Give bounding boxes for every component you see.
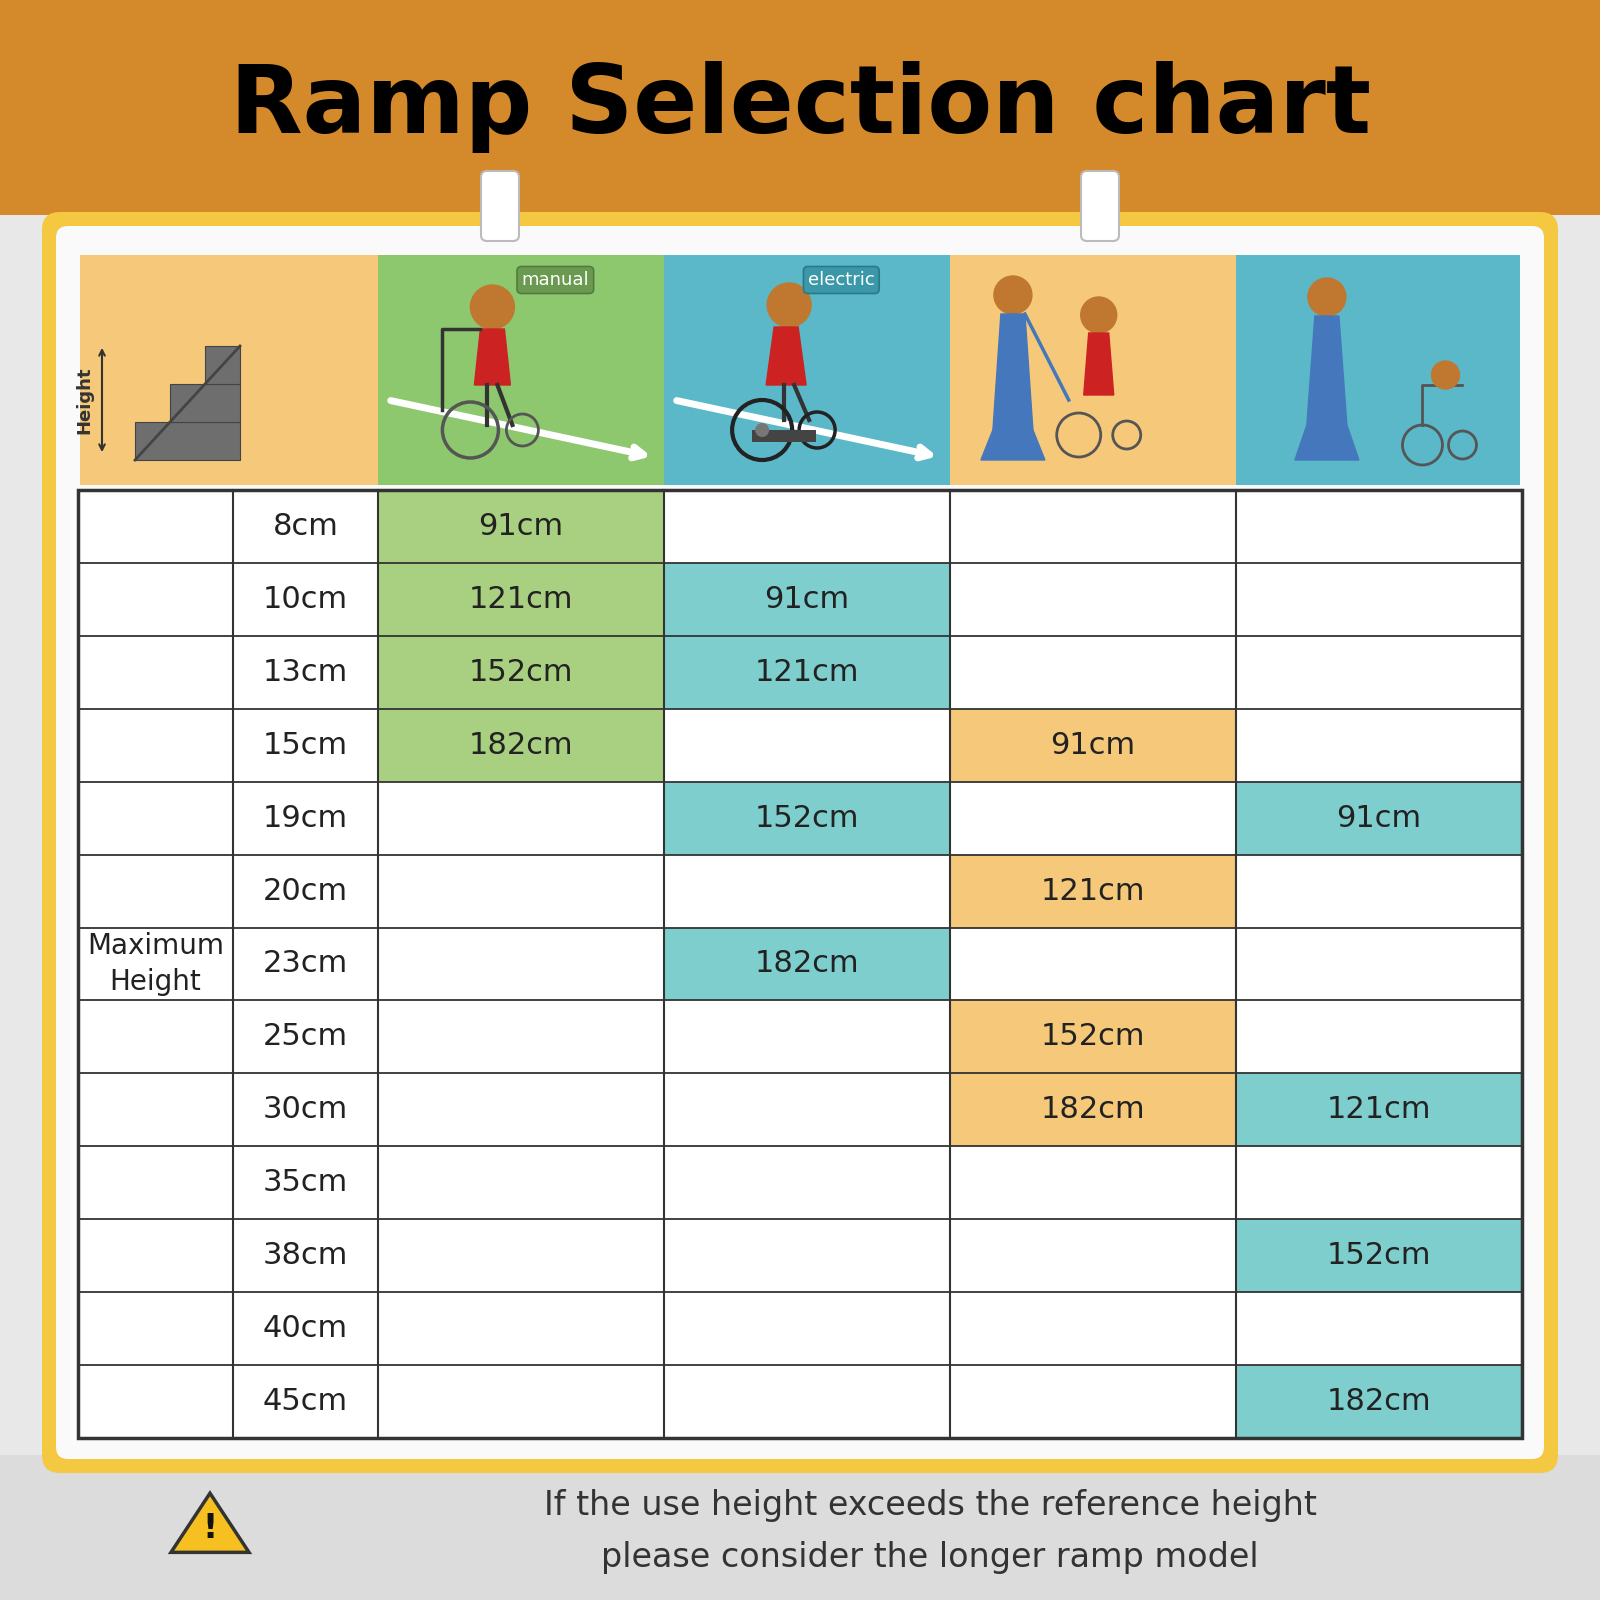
Text: 91cm: 91cm [478, 512, 563, 541]
Bar [205, 346, 240, 384]
Text: 121cm: 121cm [1040, 877, 1146, 906]
Text: 10cm: 10cm [262, 586, 349, 614]
Text: 152cm: 152cm [1326, 1242, 1432, 1270]
FancyBboxPatch shape [482, 171, 518, 242]
Polygon shape [1307, 317, 1347, 426]
Bar [950, 854, 1237, 928]
Text: 91cm: 91cm [1336, 803, 1421, 832]
Text: 182cm: 182cm [469, 731, 573, 760]
Bar [664, 563, 950, 635]
Text: If the use height exceeds the reference height: If the use height exceeds the reference … [544, 1488, 1317, 1522]
Polygon shape [994, 314, 1034, 430]
Text: Ramp Selection chart: Ramp Selection chart [229, 61, 1371, 154]
Bar [378, 254, 664, 485]
Text: manual: manual [522, 270, 589, 290]
Text: 91cm: 91cm [765, 586, 850, 614]
Bar [752, 430, 816, 442]
Polygon shape [171, 1493, 250, 1552]
Bar [664, 782, 950, 854]
Circle shape [1307, 278, 1346, 317]
Circle shape [766, 283, 811, 326]
Text: !: ! [203, 1512, 218, 1544]
Text: 121cm: 121cm [469, 586, 573, 614]
Bar [950, 1000, 1237, 1074]
Bar [950, 709, 1237, 782]
Bar [664, 928, 950, 1000]
Bar [664, 254, 950, 485]
Circle shape [1432, 362, 1459, 389]
Text: 8cm: 8cm [272, 512, 339, 541]
FancyBboxPatch shape [56, 226, 1544, 1459]
Bar [1237, 782, 1522, 854]
Polygon shape [1083, 333, 1114, 395]
Text: 13cm: 13cm [262, 658, 349, 686]
Text: 182cm: 182cm [1040, 1096, 1146, 1125]
Text: please consider the longer ramp model: please consider the longer ramp model [602, 1541, 1259, 1574]
Text: 182cm: 182cm [1326, 1387, 1432, 1416]
FancyBboxPatch shape [42, 211, 1558, 1474]
Text: 40cm: 40cm [262, 1314, 349, 1342]
Text: Height: Height [75, 366, 93, 434]
Text: 152cm: 152cm [755, 803, 859, 832]
Bar [0, 0, 1600, 214]
Text: 15cm: 15cm [262, 731, 349, 760]
Text: 20cm: 20cm [262, 877, 349, 906]
Polygon shape [1294, 426, 1358, 461]
Text: electric: electric [808, 270, 875, 290]
Polygon shape [475, 330, 510, 386]
Circle shape [755, 422, 770, 437]
Bar [170, 384, 240, 422]
Circle shape [470, 285, 515, 330]
Circle shape [994, 275, 1032, 314]
Bar [950, 254, 1237, 485]
Bar [1237, 1074, 1522, 1146]
FancyBboxPatch shape [1082, 171, 1118, 242]
Text: 30cm: 30cm [262, 1096, 349, 1125]
Text: Maximum
Height: Maximum Height [86, 931, 224, 997]
Bar [950, 1074, 1237, 1146]
Polygon shape [981, 430, 1045, 461]
Bar [1237, 1219, 1522, 1293]
Bar [378, 563, 664, 635]
Bar [664, 635, 950, 709]
Bar [1237, 254, 1520, 485]
Bar [378, 490, 664, 563]
Polygon shape [766, 326, 806, 386]
Text: 121cm: 121cm [1326, 1096, 1432, 1125]
Text: 45cm: 45cm [262, 1387, 349, 1416]
Text: 152cm: 152cm [1040, 1022, 1146, 1051]
Bar [378, 709, 664, 782]
Bar [378, 635, 664, 709]
Text: 23cm: 23cm [262, 949, 349, 979]
Bar [78, 490, 1522, 1438]
Text: 25cm: 25cm [262, 1022, 349, 1051]
Bar [78, 490, 1522, 1438]
Text: 19cm: 19cm [262, 803, 349, 832]
Text: 38cm: 38cm [262, 1242, 349, 1270]
Text: 35cm: 35cm [262, 1168, 349, 1197]
Text: 182cm: 182cm [755, 949, 859, 979]
Text: 121cm: 121cm [755, 658, 859, 686]
Bar [1237, 1365, 1522, 1438]
Bar [80, 254, 378, 485]
Text: 152cm: 152cm [469, 658, 573, 686]
Bar [134, 422, 240, 461]
Text: 91cm: 91cm [1051, 731, 1136, 760]
Bar [0, 1454, 1600, 1600]
Circle shape [1080, 298, 1117, 333]
